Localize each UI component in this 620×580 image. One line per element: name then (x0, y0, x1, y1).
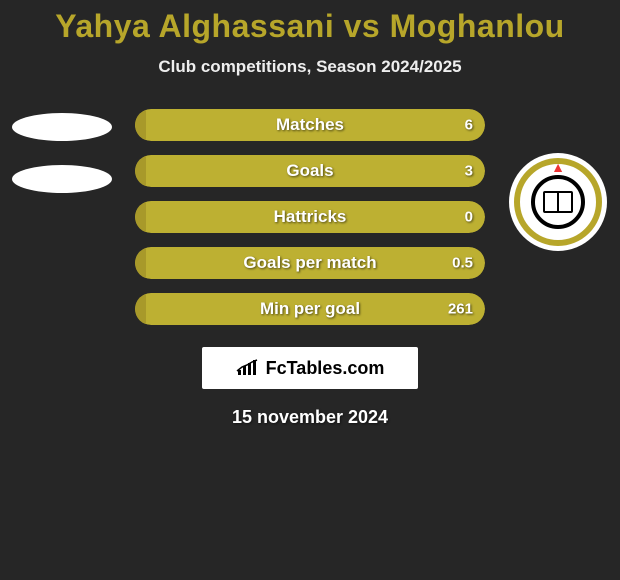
brand-text: FcTables.com (266, 358, 385, 379)
bar-left-fill (135, 155, 146, 187)
bar-left-fill (135, 109, 146, 141)
bar-label: Matches (276, 115, 344, 135)
stat-bars: Matches 6 Goals 3 Hattricks 0 Goals per match 0… (135, 109, 485, 325)
page-title: Yahya Alghassani vs Moghanlou (0, 8, 620, 45)
bar-value-right: 6 (465, 117, 473, 134)
stat-bar: Goals 3 (135, 155, 485, 187)
left-player-photo-placeholder (12, 113, 112, 141)
stat-bar: Goals per match 0.5 (135, 247, 485, 279)
bar-label: Min per goal (260, 299, 360, 319)
bar-value-right: 3 (465, 163, 473, 180)
stat-bar: Min per goal 261 (135, 293, 485, 325)
bar-value-right: 0.5 (452, 255, 473, 272)
bar-label: Goals per match (243, 253, 376, 273)
bar-label: Hattricks (274, 207, 347, 227)
bar-label: Goals (286, 161, 333, 181)
bar-value-right: 0 (465, 209, 473, 226)
right-player-col: ▲ (503, 109, 613, 251)
bar-left-fill (135, 247, 146, 279)
comparison-row: Matches 6 Goals 3 Hattricks 0 Goals per match 0… (0, 109, 620, 325)
brand-box[interactable]: FcTables.com (202, 347, 418, 389)
bar-left-fill (135, 293, 146, 325)
left-player-col (7, 109, 117, 217)
bar-value-right: 261 (448, 301, 473, 318)
subtitle: Club competitions, Season 2024/2025 (0, 57, 620, 77)
left-player-club-placeholder (12, 165, 112, 193)
badge-book-icon (543, 191, 573, 213)
date-text: 15 november 2024 (0, 407, 620, 428)
bar-left-fill (135, 201, 146, 233)
stat-bar: Hattricks 0 (135, 201, 485, 233)
brand-chart-icon (236, 359, 258, 377)
right-player-club-badge: ▲ (509, 153, 607, 251)
stat-bar: Matches 6 (135, 109, 485, 141)
badge-flame-icon: ▲ (551, 159, 565, 175)
